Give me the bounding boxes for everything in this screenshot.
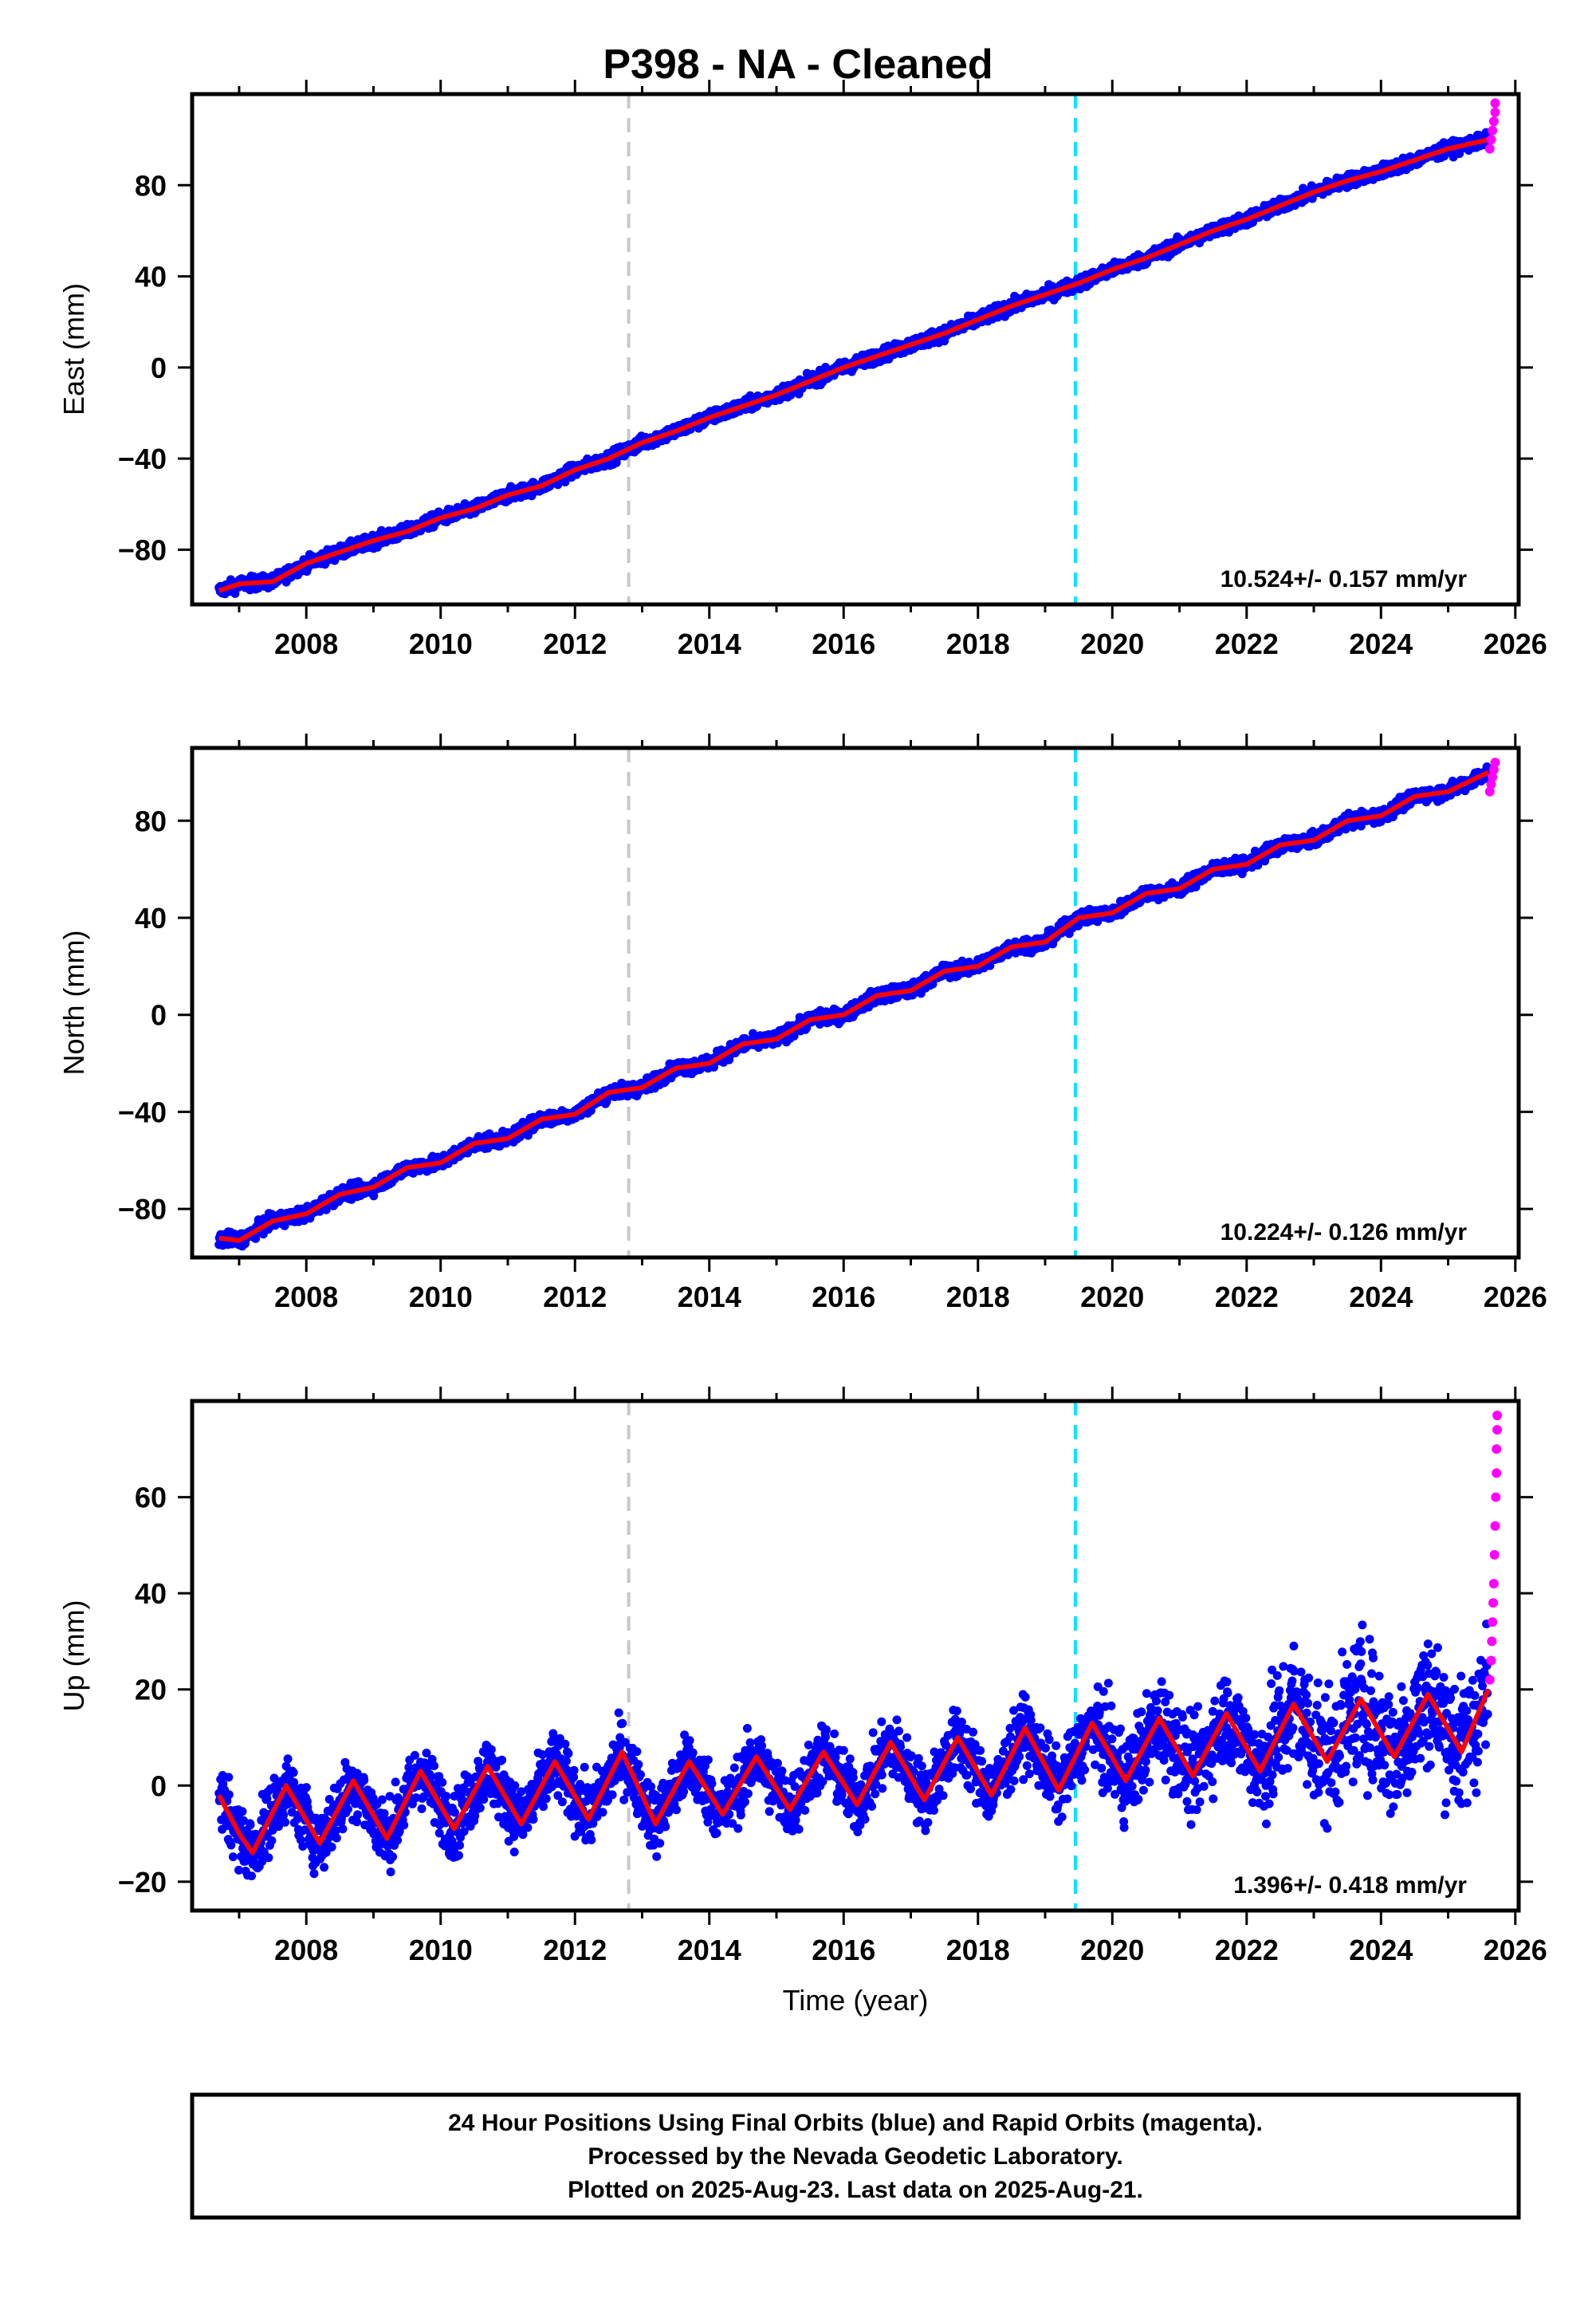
panel-east: 2008 2010 2012 2014 2016 2018 2020 2022 2024 2026… (57, 80, 1547, 660)
x-tick-label: 2008 (274, 628, 338, 660)
rapid-point (1484, 144, 1495, 154)
x-tick-label: 2012 (543, 628, 607, 660)
east-velocity-label: 10.524+/- 0.157 mm/yr (1221, 566, 1468, 592)
x-tick-label: 2014 (678, 628, 741, 660)
rapid-point (1488, 125, 1498, 136)
y-tick-label: 0 (151, 352, 167, 384)
panels: 2008 2010 2012 2014 2016 2018 2020 2022 2024 2026… (57, 80, 1547, 2017)
x-tick-label: 2022 (1215, 628, 1279, 660)
rapid-point (1486, 135, 1496, 145)
x-tick-label: 2016 (812, 628, 875, 660)
y-tick-label: −80 (118, 533, 167, 566)
rapid-point (1490, 98, 1500, 108)
y-tick-label: −40 (118, 443, 167, 475)
x-tick-label: 2018 (946, 628, 1010, 660)
y-tick-label: 40 (135, 261, 167, 293)
x-tick-label: 2024 (1349, 628, 1413, 660)
x-tick-label: 2026 (1484, 628, 1547, 660)
x-tick-label: 2020 (1080, 628, 1144, 660)
east-axis-label: East (mm) (57, 283, 90, 415)
rapid-point (1490, 107, 1500, 117)
y-tick-label: 80 (135, 169, 167, 202)
figure-title: P398 - NA - Cleaned (603, 41, 993, 88)
rapid-point (1488, 116, 1499, 127)
x-tick-label: 2010 (409, 628, 473, 660)
panel-north: 2008 2010 2012 2014 2016 2018 2020 2022 2024 2026… (57, 734, 1547, 1313)
east-rapid-orbit-points (1484, 98, 1500, 154)
